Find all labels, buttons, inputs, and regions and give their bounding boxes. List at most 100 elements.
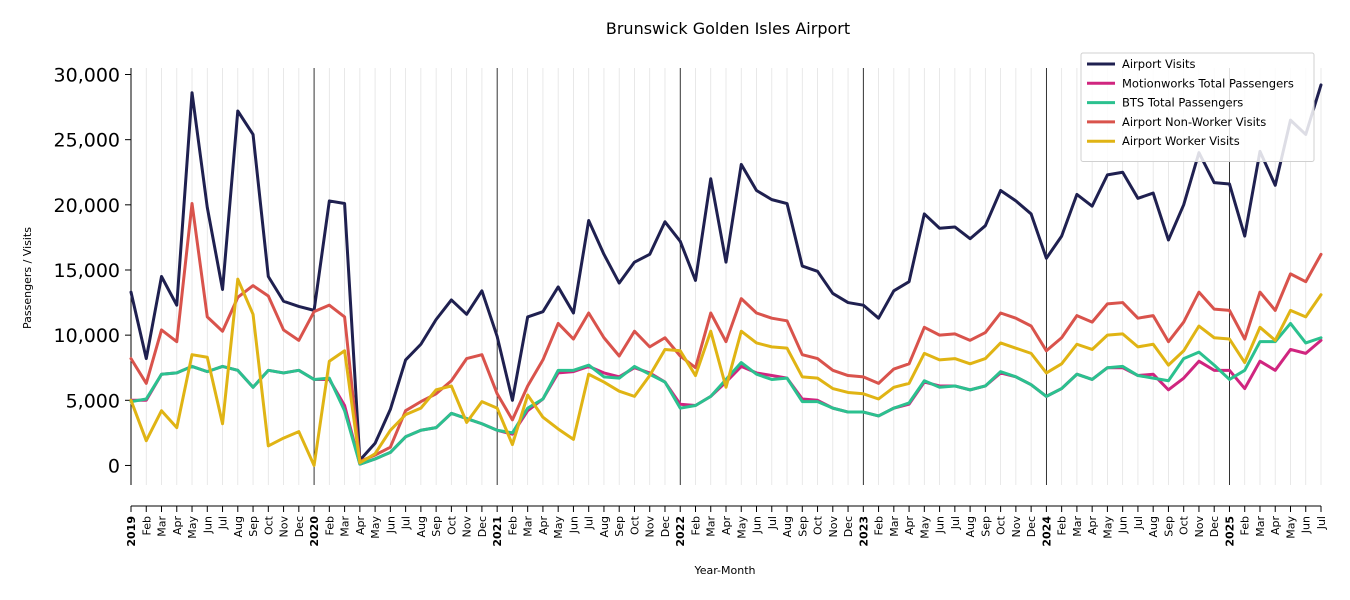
y-axis: 0 5,000 10,000 15,000 20,000 25,000 30,000 (54, 65, 132, 485)
x-tick-label: Nov (1010, 516, 1023, 538)
x-tick-label: Aug (232, 516, 245, 537)
x-tick-label: May (918, 516, 931, 539)
x-tick-label: Jul (217, 516, 230, 530)
x-tick-label: Sep (979, 516, 992, 537)
x-tick-label: Mar (1254, 516, 1267, 537)
x-tick-label-year: 2023 (857, 516, 870, 547)
y-tick-label: 0 (108, 455, 120, 477)
x-tick-label: Mar (888, 516, 901, 537)
x-tick-label: Feb (506, 516, 519, 535)
y-tick-label: 15,000 (54, 260, 120, 282)
x-tick-label: May (1101, 516, 1114, 539)
series-line-airport-worker-visits (129, 277, 1323, 467)
x-axis-label: Year-Month (693, 564, 755, 577)
x-tick-label: Apr (537, 516, 550, 536)
x-tick-label-year: 2024 (1040, 516, 1053, 547)
x-tick-label: Jun (934, 516, 947, 534)
legend-label: Airport Worker Visits (1122, 134, 1240, 148)
x-tick-label: Mar (705, 516, 718, 537)
legend-label: Airport Visits (1122, 57, 1196, 71)
series-line-airport-non-worker-visits (129, 202, 1323, 464)
x-tick-label: Sep (247, 516, 260, 537)
x-tick-label-year: 2025 (1223, 516, 1236, 547)
x-tick-label: Apr (720, 516, 733, 536)
x-tick-label: Feb (323, 516, 336, 535)
x-tick-label: Sep (613, 516, 626, 537)
x-tick-label-year: 2020 (308, 516, 321, 547)
x-tick-label-year: 2019 (125, 516, 138, 547)
x-tick-label: Dec (476, 516, 489, 537)
x-tick-label: Feb (1239, 516, 1252, 535)
x-tick-label: Nov (827, 516, 840, 538)
y-axis-label: Passengers / Visits (21, 227, 34, 329)
x-tick-label: Aug (781, 516, 794, 537)
x-tick-label: Mar (156, 516, 169, 537)
x-tick-label: Jul (583, 516, 596, 530)
legend: Airport Visits Motionworks Total Passenge… (1080, 52, 1315, 162)
series-line-airport-visits (129, 83, 1323, 462)
x-tick-label: Apr (171, 516, 184, 536)
x-tick-label: Apr (354, 516, 367, 536)
x-tick-label: Jul (400, 516, 413, 530)
x-tick-label: Aug (1147, 516, 1160, 537)
x-tick-label-year: 2021 (491, 516, 504, 547)
x-tick-label: Oct (262, 515, 275, 535)
x-tick-label: Feb (689, 516, 702, 535)
x-tick-label: Oct (628, 515, 641, 535)
x-tick-label: Jun (1300, 516, 1313, 534)
x-tick-label: Dec (1208, 516, 1221, 537)
legend-label: Motionworks Total Passengers (1122, 76, 1294, 90)
x-tick-label: Jun (567, 516, 580, 534)
x-tick-label: May (1284, 516, 1297, 539)
x-tick-label: Oct (445, 515, 458, 535)
x-tick-label: Nov (461, 516, 474, 538)
series-line-bts-total-passengers (129, 321, 1323, 466)
x-tick-label: Apr (1269, 516, 1282, 536)
x-tick-label: Sep (1162, 516, 1175, 537)
x-tick-label: May (186, 516, 199, 539)
x-tick-label: Apr (903, 516, 916, 536)
x-tick-label: Aug (964, 516, 977, 537)
x-tick-label-year: 2022 (674, 516, 687, 547)
series-lines (129, 83, 1323, 467)
x-tick-label: Feb (873, 516, 886, 535)
x-tick-label: Aug (415, 516, 428, 537)
y-tick-label: 30,000 (54, 65, 120, 87)
x-tick-label: Sep (796, 516, 809, 537)
x-tick-label: Jun (1117, 516, 1130, 534)
x-tick-label: Dec (293, 516, 306, 537)
legend-label: Airport Non-Worker Visits (1122, 115, 1266, 129)
x-tick-label: Mar (522, 516, 535, 537)
y-tick-label: 10,000 (54, 325, 120, 347)
x-tick-label: Dec (659, 516, 672, 537)
x-tick-label: Jul (949, 516, 962, 530)
y-tick-label: 25,000 (54, 130, 120, 152)
x-axis: 2019 Feb Mar Apr May Jun Jul Aug Sep Oct Nov Dec 202… (125, 505, 1328, 547)
x-tick-label: Oct (1178, 515, 1191, 535)
x-tick-label: Nov (1193, 516, 1206, 538)
gridlines (130, 68, 1322, 485)
x-tick-label: Nov (278, 516, 291, 538)
x-tick-label: Dec (842, 516, 855, 537)
x-tick-label: Feb (1056, 516, 1069, 535)
x-tick-label: Mar (339, 516, 352, 537)
y-tick-label: 20,000 (54, 195, 120, 217)
legend-label: BTS Total Passengers (1122, 96, 1243, 110)
x-tick-label: Jun (201, 516, 214, 534)
x-tick-label: Oct (995, 515, 1008, 535)
x-tick-label: Jul (766, 516, 779, 530)
x-tick-label: May (735, 516, 748, 539)
x-tick-label: Feb (140, 516, 153, 535)
x-tick-label: Jun (751, 516, 764, 534)
x-tick-label: Jun (384, 516, 397, 534)
x-tick-label: Apr (1086, 516, 1099, 536)
y-tick-label: 5,000 (66, 390, 120, 412)
x-tick-label: Aug (598, 516, 611, 537)
x-tick-label: Oct (812, 515, 825, 535)
legend-box (1080, 52, 1315, 162)
x-tick-label: May (369, 516, 382, 539)
x-tick-label: Mar (1071, 516, 1084, 537)
x-tick-label: May (552, 516, 565, 539)
x-tick-label: Sep (430, 516, 443, 537)
